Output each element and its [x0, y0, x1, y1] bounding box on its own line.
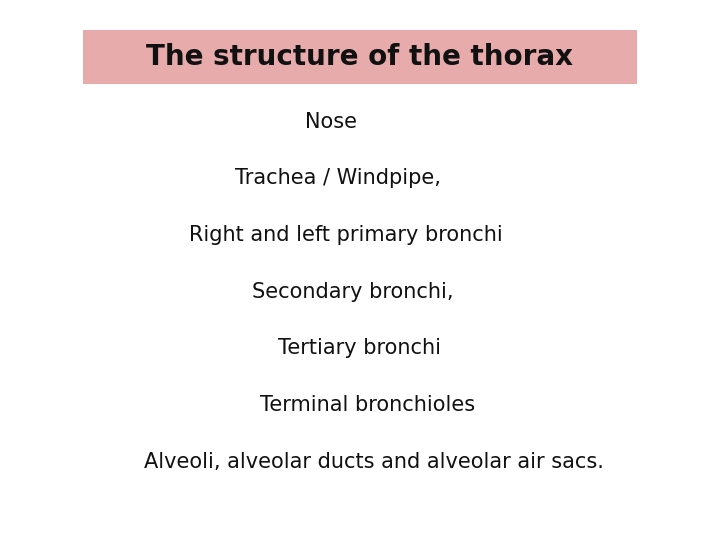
Text: Nose: Nose	[305, 111, 357, 132]
FancyBboxPatch shape	[83, 30, 637, 84]
Text: Alveoli, alveolar ducts and alveolar air sacs.: Alveoli, alveolar ducts and alveolar air…	[145, 451, 604, 472]
Text: Trachea / Windpipe,: Trachea / Windpipe,	[235, 168, 441, 188]
Text: Tertiary bronchi: Tertiary bronchi	[279, 338, 441, 359]
Text: The structure of the thorax: The structure of the thorax	[146, 43, 574, 71]
Text: Terminal bronchioles: Terminal bronchioles	[260, 395, 474, 415]
Text: Secondary bronchi,: Secondary bronchi,	[252, 281, 454, 302]
Text: Right and left primary bronchi: Right and left primary bronchi	[189, 225, 503, 245]
